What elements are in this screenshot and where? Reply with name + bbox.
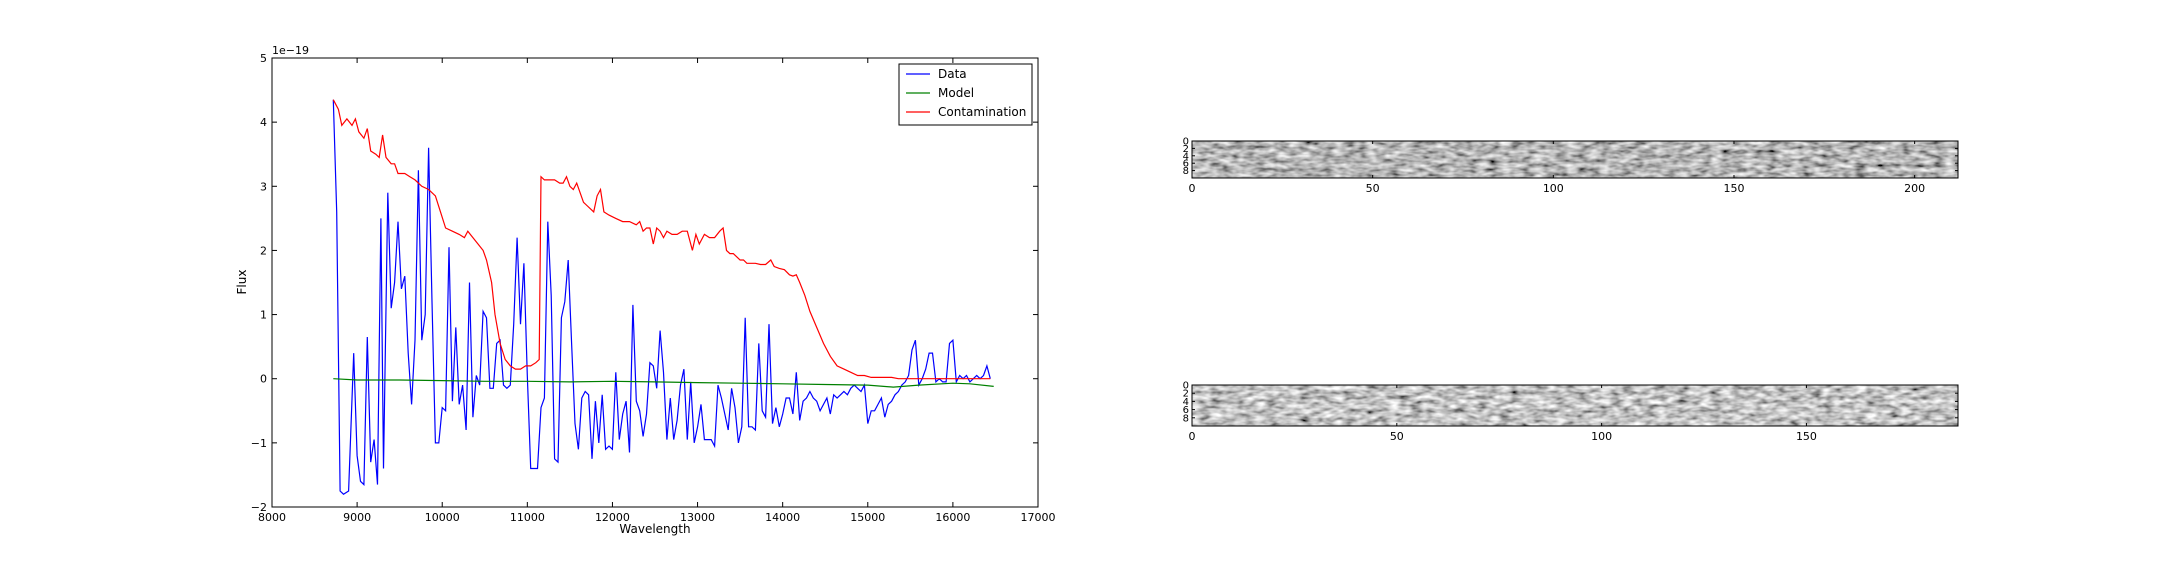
image-bottom-y-tick-label: 8 (1183, 413, 1189, 424)
image-top-x-tick-label: 100 (1543, 182, 1564, 195)
image-bottom-frame (1191, 384, 1959, 427)
series-line-data (332, 99, 991, 495)
image-bottom-x-tick-label: 0 (1189, 430, 1196, 443)
x-tick-label: 12000 (595, 511, 630, 524)
offset-label: 1e−19 (272, 44, 309, 57)
image-top-x-tick-label: 200 (1904, 182, 1925, 195)
image-top-y-tick-label: 6 (1183, 159, 1189, 170)
image-top-frame (1191, 140, 1959, 179)
image-top-x-tick-label: 50 (1366, 182, 1380, 195)
image-bottom-pixels (1192, 385, 1958, 426)
x-tick-label: 16000 (935, 511, 970, 524)
x-axis-label: Wavelength (619, 522, 690, 536)
image-bottom-x-tick-label: 100 (1591, 430, 1612, 443)
legend: Data Model Contamination (898, 63, 1033, 126)
y-tick-label: 5 (260, 52, 267, 65)
legend-label-data: Data (938, 67, 967, 81)
y-tick-label: −1 (251, 437, 267, 450)
image-top-y-tick-label: 8 (1183, 166, 1189, 177)
x-tick-label: 9000 (343, 511, 371, 524)
spectrum-line-chart: 8000 9000 10000 11000 12000 13000 14000 15000 16… (235, 44, 1056, 536)
image-bottom-y-tick-label: 2 (1183, 389, 1189, 400)
image-top-pixels (1192, 141, 1958, 178)
x-tick-label: 13000 (680, 511, 715, 524)
y-tick-label: 0 (260, 373, 267, 386)
y-tick-label: 3 (260, 180, 267, 193)
y-axis-label: Flux (235, 270, 249, 295)
legend-label-contamination: Contamination (938, 105, 1026, 119)
series-line-model (333, 378, 994, 388)
image-bottom-y-tick-label: 6 (1183, 405, 1189, 416)
x-tick-label: 11000 (510, 511, 545, 524)
image-bottom-y-tick-label: 4 (1183, 397, 1189, 408)
x-tick-label: 14000 (765, 511, 800, 524)
image-top-x-tick-label: 150 (1723, 182, 1744, 195)
x-tick-label: 8000 (258, 511, 286, 524)
image-top-x-tick-label: 0 (1189, 182, 1196, 195)
y-tick-label: 4 (260, 116, 267, 129)
image-top-y-tick-label: 4 (1183, 151, 1189, 162)
plot-area (272, 58, 1038, 507)
series-line-contamination (332, 99, 991, 380)
x-tick-label: 15000 (850, 511, 885, 524)
image-bottom-x-tick-label: 150 (1796, 430, 1817, 443)
image-top-y-tick-label: 0 (1183, 137, 1189, 148)
image-top-y-tick-label: 2 (1183, 144, 1189, 155)
y-tick-label: −2 (251, 501, 267, 514)
x-tick-label: 10000 (425, 511, 460, 524)
image-bottom-y-tick-label: 0 (1183, 381, 1189, 392)
y-tick-label: 2 (260, 244, 267, 257)
plot-frame (271, 57, 1039, 508)
y-tick-label: 1 (260, 309, 267, 322)
x-tick-label: 17000 (1021, 511, 1056, 524)
legend-label-model: Model (938, 86, 974, 100)
image-bottom-x-tick-label: 50 (1390, 430, 1404, 443)
